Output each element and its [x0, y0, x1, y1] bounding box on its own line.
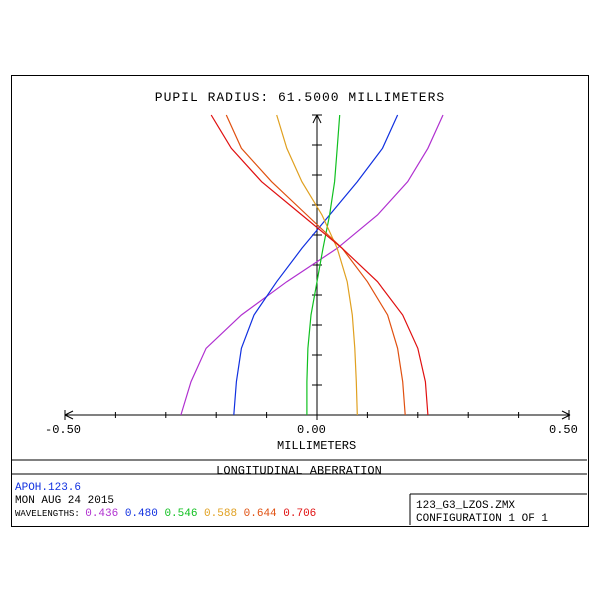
- x-axis-label: MILLIMETERS: [277, 439, 356, 453]
- wavelength-0.546: 0.546: [164, 508, 204, 520]
- wavelength-0.436: 0.436: [85, 508, 125, 520]
- footer-line1: APOH.123.6: [15, 482, 81, 494]
- wavelengths-row: WAVELENGTHS: 0.436 0.480 0.546 0.588 0.6…: [15, 508, 316, 520]
- footer-config: CONFIGURATION 1 OF 1: [416, 513, 548, 525]
- footer-line2: MON AUG 24 2015: [15, 495, 114, 507]
- x-tick-label: 0.50: [549, 423, 578, 437]
- wavelength-0.588: 0.588: [204, 508, 244, 520]
- x-tick-label: 0.00: [297, 423, 326, 437]
- chart-frame: PUPIL RADIUS: 61.5000 MILLIMETERS -0.500…: [0, 0, 600, 600]
- chart-type-label: LONGITUDINAL ABERRATION: [11, 464, 587, 478]
- wavelength-0.706: 0.706: [283, 508, 316, 520]
- wavelength-0.644: 0.644: [244, 508, 284, 520]
- footer-box: APOH.123.6 MON AUG 24 2015 WAVELENGTHS: …: [11, 480, 587, 525]
- wavelength-0.480: 0.480: [125, 508, 165, 520]
- series-0.436: [181, 115, 443, 415]
- wavelengths-label: WAVELENGTHS:: [15, 509, 85, 519]
- x-tick-label: -0.50: [45, 423, 81, 437]
- footer-file: 123_G3_LZOS.ZMX: [416, 500, 515, 512]
